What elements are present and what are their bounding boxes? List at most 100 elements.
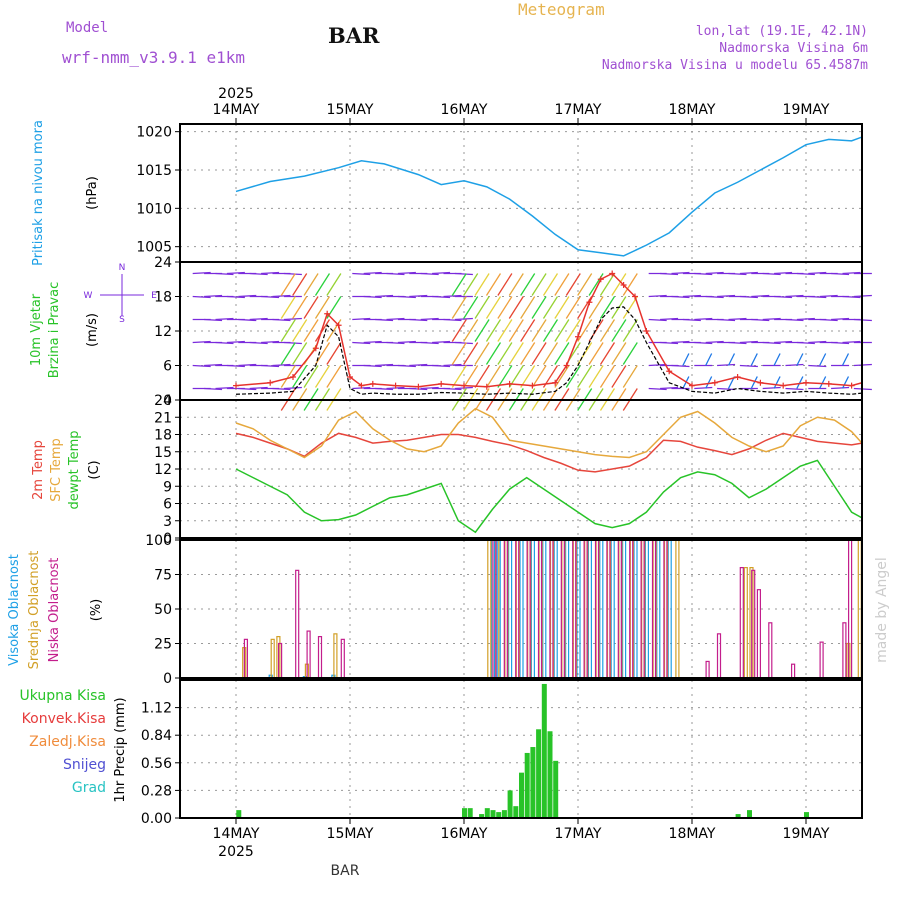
wind-barb <box>497 319 513 342</box>
wind-barb <box>352 317 371 321</box>
wind-barb <box>694 386 713 390</box>
x-tick-label-bottom: 15MAY <box>327 826 374 842</box>
y-tick-label: 21 <box>154 410 172 426</box>
y-tick-label: 75 <box>154 568 172 584</box>
wind-barb <box>204 318 223 322</box>
wind-barb <box>292 296 308 319</box>
wind-barb <box>215 272 234 276</box>
wind-barb <box>599 342 616 365</box>
wind-barb <box>774 271 793 275</box>
wind-barb <box>463 296 479 319</box>
wind-axis-title-2: Brzina i Pravac <box>47 282 62 379</box>
cloud-low-bar <box>594 539 600 679</box>
precip-legend-item: Ukupna Kisa <box>19 688 106 704</box>
cloud-title-mid: Srednja Oblacnost <box>27 551 42 670</box>
wind-barb <box>363 295 382 299</box>
wind-gust-marker <box>267 379 274 386</box>
wind-barb <box>303 319 319 342</box>
wind-barb <box>717 294 736 298</box>
wind-barb <box>531 342 547 365</box>
wind-gust-marker <box>461 382 467 389</box>
cloud-low-bar <box>560 539 565 679</box>
cloud-low-bar <box>705 660 710 679</box>
cloud-high-bar <box>519 539 524 679</box>
y-tick-label: 100 <box>145 533 172 549</box>
wind-barb <box>226 364 245 368</box>
wind-barb <box>796 317 815 321</box>
wind-gust-marker <box>529 382 536 389</box>
wind-barb <box>599 319 616 342</box>
wind-barb <box>611 365 627 388</box>
cloud-high-bar <box>667 539 672 679</box>
wind-barb <box>303 273 319 296</box>
temp-axis-title-dewpt: dewpt Temp <box>67 430 82 509</box>
cloud-low-bar <box>790 663 796 679</box>
wind-barb <box>497 273 513 296</box>
wind-barb <box>577 273 593 296</box>
wind-barb <box>474 296 490 319</box>
wind-barb <box>508 296 524 319</box>
compass-rose <box>100 274 144 316</box>
wind-gust-marker <box>643 328 650 334</box>
wind-barb <box>261 340 280 344</box>
cloud-high-bar <box>564 539 570 679</box>
wind-barb <box>588 296 604 319</box>
wind-barb <box>238 294 257 298</box>
wind-barb <box>283 272 302 276</box>
wind-barb <box>796 272 815 276</box>
wind-barb <box>599 296 616 319</box>
cloud-mid-bar <box>333 633 338 679</box>
y-tick-label: 0.28 <box>141 783 172 799</box>
wind-barb <box>842 271 861 275</box>
cloud-low-bar <box>651 539 657 679</box>
wind-barb <box>409 294 428 298</box>
wind-barb <box>386 317 405 321</box>
wind-gust-marker <box>666 368 673 375</box>
wind-barb <box>588 342 604 365</box>
wind-gust-marker <box>312 345 319 352</box>
temp-axis-title-2m: 2m Temp <box>31 440 46 500</box>
watermark: made by Angel <box>874 557 890 663</box>
wind-barb <box>520 342 536 365</box>
wind-barb <box>375 318 394 322</box>
precip-bar <box>519 772 524 818</box>
cloud-low-bar <box>317 635 323 679</box>
wind-barb <box>463 273 479 296</box>
wind-barb <box>520 365 536 388</box>
x-tick-label-bottom: 14MAY <box>213 826 260 842</box>
wind-barb <box>363 364 382 368</box>
wind-barb <box>751 294 770 298</box>
x-tick-label-bottom: 18MAY <box>669 826 716 842</box>
wind-barb <box>520 273 536 296</box>
wind-barb <box>622 296 638 319</box>
wind-barb <box>694 317 713 321</box>
wind-barb <box>192 340 211 344</box>
wind-barb <box>280 319 296 342</box>
wind-barb <box>774 340 793 344</box>
wind-gust-marker <box>689 382 695 389</box>
cloud-low-bar <box>526 539 531 679</box>
cloud-low-bar <box>340 638 345 679</box>
wind-barb <box>842 295 861 299</box>
wind-barb <box>292 342 308 365</box>
wind-barb <box>451 342 467 365</box>
panel-frame <box>179 123 863 263</box>
wind-barb <box>261 271 280 275</box>
elevation-text: Nadmorska Visina 6m <box>719 41 868 56</box>
wind-barb <box>831 317 850 321</box>
wind-barb <box>762 272 781 276</box>
y-tick-label: 24 <box>154 393 172 409</box>
precip-bar <box>467 808 473 818</box>
wind-barb <box>694 341 713 345</box>
wind-gust-marker <box>632 293 638 300</box>
wind-barb <box>622 319 638 342</box>
cloud-title-low: Niska Oblacnost <box>47 558 62 663</box>
wind-unit: (m/s) <box>85 313 100 347</box>
x-tick-label-top: 16MAY <box>441 102 488 118</box>
y-tick-label: 0 <box>163 393 172 409</box>
wind-barb <box>238 318 257 322</box>
wind-barb <box>352 272 371 276</box>
wind-barb <box>314 365 331 388</box>
wind-barb <box>831 341 850 345</box>
wind-barb <box>249 386 268 390</box>
